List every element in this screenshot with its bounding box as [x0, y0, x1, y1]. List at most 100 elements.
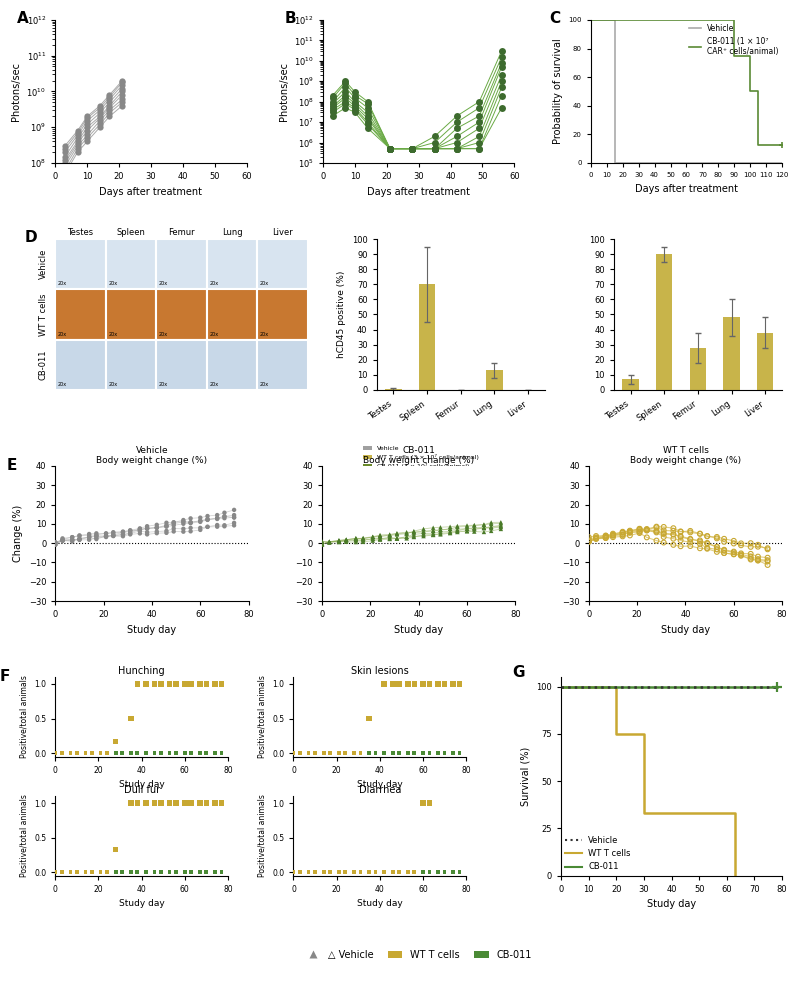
Point: [600, 528, 612, 544]
Point: [367, 529, 379, 545]
Point: [141, 520, 153, 536]
Bar: [487, 370, 502, 390]
Point: [194, 513, 207, 529]
Point: [762, 550, 774, 566]
Point: [675, 523, 687, 539]
Point: [215, 746, 228, 761]
Point: [83, 532, 96, 548]
Point: [218, 508, 231, 524]
Point: [215, 676, 228, 692]
Point: [453, 864, 466, 880]
X-axis label: Days after treatment: Days after treatment: [367, 187, 470, 197]
Point: [125, 795, 137, 811]
Point: [634, 524, 646, 540]
Point: [363, 864, 375, 880]
Point: [228, 517, 240, 533]
Point: [751, 549, 764, 565]
Point: [109, 864, 122, 880]
Text: 20x: 20x: [159, 331, 168, 336]
Point: [485, 519, 498, 535]
Point: [354, 746, 367, 761]
Point: [155, 676, 167, 692]
Text: Lung: Lung: [222, 229, 243, 238]
Point: [185, 746, 198, 761]
Point: [357, 531, 370, 547]
Point: [694, 526, 706, 542]
Point: [339, 864, 352, 880]
Text: A: A: [17, 11, 28, 26]
Point: [90, 527, 103, 543]
Point: [64, 864, 77, 880]
Point: [160, 523, 173, 539]
Point: [155, 746, 167, 761]
Point: [453, 864, 466, 880]
Point: [390, 530, 403, 546]
Text: Spleen: Spleen: [117, 229, 145, 238]
Point: [109, 746, 122, 761]
Point: [438, 676, 451, 692]
Point: [117, 527, 130, 543]
Point: [201, 519, 214, 535]
Point: [125, 711, 137, 727]
Point: [215, 746, 228, 761]
Point: [185, 746, 198, 761]
Point: [417, 528, 430, 544]
Point: [650, 519, 663, 535]
Point: [316, 536, 329, 552]
Text: F: F: [0, 669, 10, 685]
Point: [408, 524, 420, 540]
Text: 20x: 20x: [260, 281, 269, 286]
Point: [657, 523, 670, 539]
Point: [401, 746, 414, 761]
Point: [408, 864, 420, 880]
Point: [623, 524, 636, 540]
Point: [218, 509, 231, 525]
Point: [354, 864, 367, 880]
Point: [431, 746, 444, 761]
Point: [294, 864, 307, 880]
Point: [401, 864, 414, 880]
Point: [369, 746, 382, 761]
Point: [70, 746, 83, 761]
Point: [150, 517, 163, 533]
Point: [141, 524, 153, 540]
Legend: △ Vehicle, WT T cells, CB-011: △ Vehicle, WT T cells, CB-011: [301, 946, 536, 964]
Y-axis label: Survival (%): Survival (%): [521, 747, 531, 806]
Point: [150, 520, 163, 536]
Bar: [690, 347, 706, 390]
Point: [623, 523, 636, 539]
Point: [116, 746, 129, 761]
Point: [478, 520, 491, 536]
Point: [762, 557, 774, 573]
Point: [701, 535, 713, 551]
Point: [641, 522, 653, 538]
Point: [324, 746, 337, 761]
Point: [79, 746, 92, 761]
Point: [485, 523, 498, 539]
Point: [149, 676, 161, 692]
Point: [675, 524, 687, 540]
Point: [357, 534, 370, 550]
Y-axis label: Positive/total animals: Positive/total animals: [258, 676, 267, 758]
Text: D: D: [25, 230, 38, 245]
Point: [582, 534, 595, 550]
Point: [444, 521, 457, 537]
Point: [378, 864, 390, 880]
Point: [309, 746, 322, 761]
Point: [369, 864, 382, 880]
Point: [184, 523, 197, 539]
Text: 20x: 20x: [209, 281, 219, 286]
Point: [718, 531, 731, 547]
Text: 20x: 20x: [209, 382, 219, 387]
Point: [333, 533, 345, 549]
Point: [134, 521, 146, 537]
Point: [228, 510, 240, 526]
Point: [140, 746, 152, 761]
Point: [333, 532, 345, 548]
Point: [201, 508, 214, 524]
Point: [339, 746, 352, 761]
Point: [728, 536, 740, 552]
Point: [107, 524, 119, 540]
Point: [83, 527, 96, 543]
Point: [100, 528, 112, 544]
